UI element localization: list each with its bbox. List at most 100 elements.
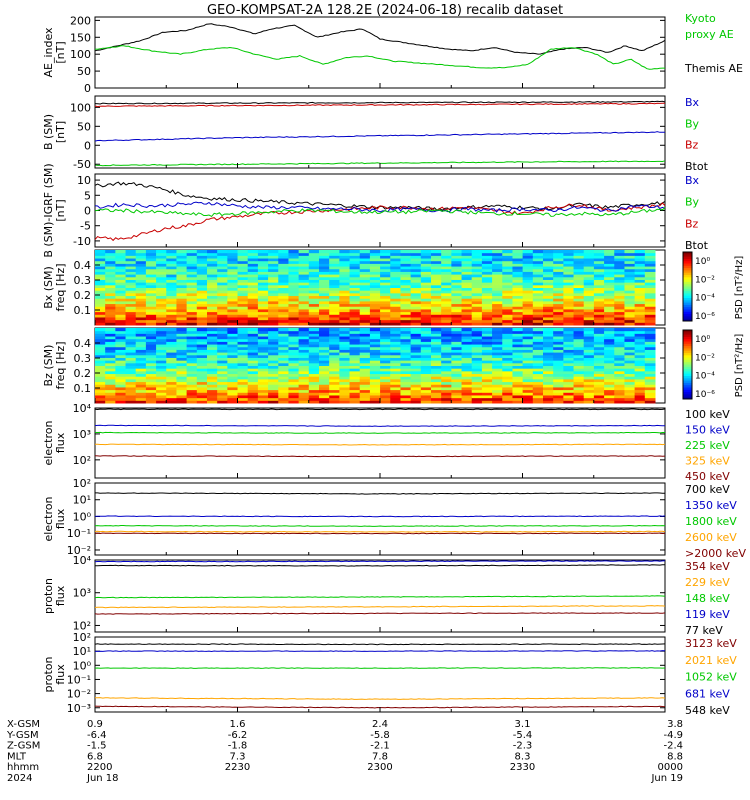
spectrogram-cell: [268, 378, 279, 383]
spectrogram-cell: [207, 303, 218, 307]
spectrogram-cell: [441, 354, 452, 358]
legend-entry: 119 keV: [685, 608, 730, 621]
spectrogram-cell: [308, 282, 320, 286]
spectrogram-cell: [471, 352, 483, 356]
spectrogram-cell: [634, 279, 646, 283]
ephemeris-value: -6.2: [228, 730, 248, 741]
spectrogram-cell: [593, 373, 605, 377]
spectrogram-cell: [573, 279, 585, 283]
spectrogram-cell: [247, 303, 259, 307]
spectrogram-cell: [105, 284, 116, 288]
spectrogram-cell: [461, 276, 473, 280]
spectrogram-cell: [278, 376, 289, 380]
spectrogram-cell: [196, 330, 208, 334]
spectrogram-cell: [420, 357, 432, 361]
spectrogram-cell: [634, 344, 646, 348]
spectrogram-cell: [614, 365, 625, 369]
spectrogram-cell: [298, 274, 310, 278]
spectrogram-cell: [573, 389, 585, 393]
spectrogram-cell: [410, 311, 422, 315]
colorbar-cell: [683, 311, 692, 315]
colorbar-cell: [683, 330, 692, 333]
spectrogram-cell: [380, 362, 391, 366]
spectrogram-cell: [380, 357, 391, 361]
spectrogram-cell: [369, 333, 381, 337]
spectrogram-cell: [380, 287, 391, 291]
spectrogram-cell: [502, 400, 513, 404]
spectrogram-cell: [257, 300, 269, 305]
spectrogram-cell: [390, 357, 401, 361]
spectrogram-cell: [441, 384, 452, 388]
spectrogram-cell: [390, 268, 401, 272]
spectrogram-cell: [257, 336, 269, 340]
spectrogram-cell: [492, 346, 503, 350]
spectrogram-cell: [135, 290, 147, 294]
spectrogram-cell: [268, 354, 279, 358]
series-e_flux_low-1: [94, 424, 666, 427]
colorbar-cell: [683, 380, 692, 384]
spectrogram-cell: [298, 319, 310, 323]
spectrogram-cell: [431, 336, 442, 340]
spectrogram-cell: [481, 303, 493, 307]
spectrogram-cell: [451, 316, 463, 321]
spectrogram-cell: [125, 292, 137, 297]
spectrogram-cell: [359, 282, 371, 286]
spectrogram-cell: [247, 319, 259, 323]
spectrogram-cell: [95, 314, 106, 318]
spectrogram-cell: [441, 268, 452, 272]
spectrogram-cell: [644, 386, 656, 391]
spectrogram-cell: [156, 250, 167, 254]
spectrogram-cell: [481, 330, 493, 334]
spectrogram-cell: [125, 346, 137, 350]
spectrogram-cell: [278, 279, 289, 283]
spectrogram-cell: [593, 308, 605, 313]
spectrogram-cell: [349, 357, 361, 361]
spectrogram-cell: [532, 365, 544, 369]
spectrogram-cell: [390, 344, 401, 348]
spectrogram-cell: [247, 336, 259, 340]
spectrogram-cell: [380, 386, 391, 391]
spectrogram-cell: [522, 338, 534, 342]
spectrogram-cell: [329, 316, 340, 321]
spectrogram-cell: [624, 290, 636, 294]
spectrogram-cell: [583, 250, 595, 254]
spectrogram-cell: [369, 266, 381, 270]
spectrogram-cell: [481, 394, 493, 399]
spectrogram-cell: [166, 333, 177, 337]
spectrogram-cell: [308, 319, 320, 323]
spectrogram-cell: [329, 370, 340, 375]
spectrogram-cell: [319, 389, 330, 393]
spectrogram-cell: [420, 328, 432, 332]
spectrogram-cell: [512, 381, 524, 385]
spectrogram-cell: [573, 333, 585, 337]
spectrogram-cell: [186, 290, 198, 294]
spectrogram-cell: [156, 260, 167, 264]
spectrogram-cell: [257, 311, 269, 315]
spectrogram-cell: [105, 319, 116, 323]
spectrogram-cell: [390, 255, 401, 259]
spectrogram-cell: [217, 271, 228, 275]
spectrogram-cell: [227, 397, 239, 401]
spectrogram-cell: [624, 266, 636, 270]
spectrogram-cell: [532, 386, 544, 391]
spectrogram-cell: [115, 271, 127, 275]
spectrogram-cell: [410, 338, 422, 342]
spectrogram-cell: [502, 250, 513, 254]
spectrogram-cell: [369, 260, 381, 264]
ytick-label: 10⁰: [73, 510, 92, 523]
spectrogram-cell: [553, 306, 564, 310]
spectrogram-cell: [176, 338, 188, 342]
spectrogram-cell: [308, 378, 320, 383]
spectrogram-cell: [563, 360, 575, 364]
spectrogram-cell: [268, 346, 279, 350]
spectrogram-cell: [604, 386, 615, 391]
spectrogram-cell: [349, 362, 361, 366]
spectrogram-cell: [624, 316, 636, 321]
ephemeris-value: -1.5: [87, 741, 107, 752]
spectrogram-cell: [288, 344, 300, 348]
legend-entry: 229 keV: [685, 576, 730, 589]
spectrogram-cell: [604, 322, 615, 326]
spectrogram-cell: [115, 392, 127, 396]
spectrogram-cell: [339, 276, 351, 280]
spectrogram-cell: [502, 284, 513, 288]
